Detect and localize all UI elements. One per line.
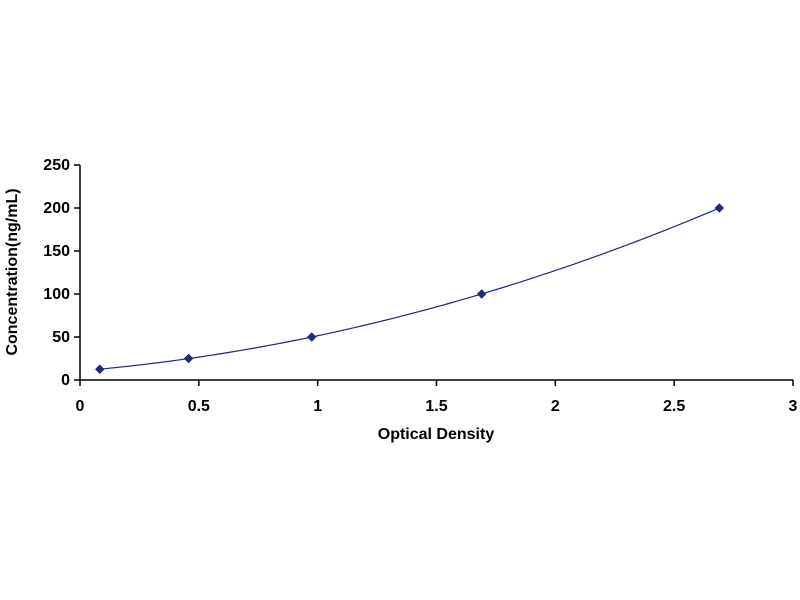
x-tick-label: 2 xyxy=(551,398,560,415)
data-point-marker xyxy=(94,364,105,375)
x-axis-title: Optical Density xyxy=(378,426,495,443)
data-point-marker xyxy=(183,353,194,364)
ticks: 0 50 100 150 200 250 0 0.5 1 1.5 2 2.5 3 xyxy=(43,157,797,415)
axes xyxy=(79,165,793,381)
y-tick-label: 100 xyxy=(43,286,70,303)
y-axis-title: Concentration(ng/mL) xyxy=(4,188,21,355)
x-tick-label: 0 xyxy=(76,398,85,415)
x-tick-label: 1.5 xyxy=(425,398,447,415)
data-point-marker xyxy=(306,332,317,342)
x-tick-label: 1 xyxy=(313,398,322,415)
fit-curve xyxy=(99,207,720,370)
y-tick-label: 50 xyxy=(52,329,70,346)
fit-curve-path xyxy=(99,207,720,370)
y-tick-label: 150 xyxy=(43,243,70,260)
y-tick-label: 0 xyxy=(61,372,70,389)
data-point-marker xyxy=(476,289,487,299)
y-tick-label: 200 xyxy=(43,200,70,217)
data-points xyxy=(94,203,725,375)
y-tick-label: 250 xyxy=(43,157,70,174)
x-tick-label: 0.5 xyxy=(188,398,210,415)
x-tick-label: 3 xyxy=(789,398,798,415)
data-point-marker xyxy=(714,203,725,213)
x-tick-label: 2.5 xyxy=(663,398,685,415)
